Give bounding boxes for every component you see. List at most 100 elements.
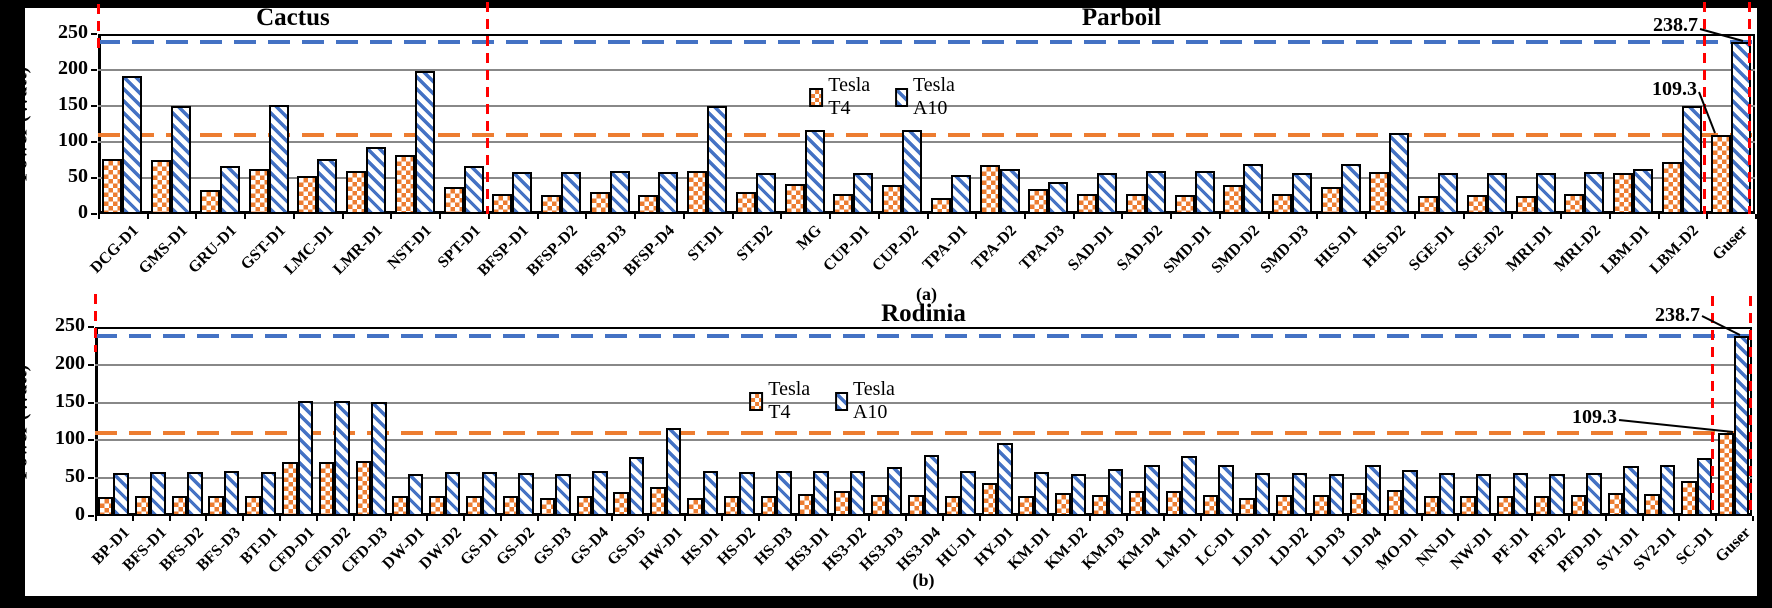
x-tick-mark	[585, 214, 588, 219]
bar-tesla-t4-HW-D1	[650, 487, 666, 516]
bar-tesla-a10-BFSP-D1	[512, 172, 533, 214]
benchmark-section-title: Cactus	[256, 4, 330, 31]
x-tick-mark	[831, 516, 834, 521]
bar-tesla-t4-PF-D1	[1497, 495, 1513, 516]
x-tick-mark	[780, 214, 783, 219]
bar-tesla-a10-TPA-D3	[1048, 182, 1069, 214]
bar-tesla-a10-MRI-D2	[1584, 172, 1605, 214]
bar-tesla-a10-GS-D4	[592, 470, 608, 516]
annotation-238-7: 238.7	[1655, 304, 1700, 326]
legend-label: Tesla A10	[852, 378, 895, 423]
legend-item-tesla-t4: Tesla T4	[749, 378, 815, 424]
t4-checker-swatch	[809, 87, 824, 107]
gridline-150	[98, 105, 1755, 107]
bar-tesla-t4-PF-D2	[1533, 495, 1550, 516]
bar-tesla-t4-CFD-D2	[318, 461, 335, 516]
bar-tesla-t4-GS-D5	[613, 491, 629, 516]
bar-tesla-a10-SGE-D1	[1438, 172, 1459, 214]
bar-tesla-t4-BFS-D3	[208, 495, 224, 516]
x-tick-mark	[487, 214, 490, 219]
bar-tesla-t4-CFD-D1	[282, 462, 298, 516]
bar-tesla-a10-SMD-D1	[1194, 170, 1215, 214]
bar-tesla-a10-HS-D1	[702, 470, 719, 516]
bar-tesla-a10-HW-D1	[665, 427, 682, 516]
x-tick-mark	[682, 214, 685, 219]
x-tick-mark	[877, 214, 880, 219]
x-tick-mark	[292, 214, 295, 219]
y-tick-mark	[88, 439, 94, 442]
bar-tesla-a10-HS-D3	[776, 470, 792, 516]
red-dashed-marker	[1703, 2, 1706, 214]
bar-tesla-t4-CFD-D3	[355, 460, 372, 516]
bar-tesla-a10-KM-D1	[1033, 472, 1050, 516]
bar-tesla-t4-GS-D2	[502, 496, 519, 516]
x-tick-mark	[205, 516, 208, 521]
bar-tesla-t4-BFSP-D1	[492, 193, 513, 214]
bar-tesla-t4-SMD-D1	[1174, 194, 1195, 214]
red-dashed-marker	[94, 294, 97, 352]
bar-tesla-a10-PF-D2	[1549, 474, 1565, 516]
x-tick-mark	[1657, 214, 1660, 219]
bar-tesla-t4-SMD-D2	[1223, 185, 1244, 214]
gridline-100	[98, 141, 1755, 143]
bar-tesla-t4-KM-D4	[1128, 491, 1145, 516]
x-tick-mark	[1511, 214, 1514, 219]
bar-tesla-a10-ST-D2	[755, 172, 776, 214]
gridline-50	[98, 177, 1755, 179]
x-tick-mark	[1608, 214, 1611, 219]
bar-tesla-a10-SV1-D1	[1623, 466, 1639, 516]
gridline-200	[95, 363, 1752, 366]
x-tick-mark	[926, 214, 929, 219]
x-tick-mark	[341, 214, 344, 219]
bar-tesla-a10-GST-D1	[268, 104, 289, 214]
x-tick-mark	[242, 516, 245, 521]
x-tick-mark	[1199, 516, 1202, 521]
bar-tesla-a10-KM-D3	[1107, 469, 1124, 516]
x-tick-mark	[1641, 516, 1644, 521]
bar-tesla-t4-CUP-D1	[833, 193, 854, 214]
bar-tesla-a10-LD-D2	[1291, 472, 1308, 516]
y-tick-mark	[91, 33, 97, 35]
a10-max-power-dashline	[95, 333, 1752, 338]
bar-tesla-a10-KM-D2	[1070, 474, 1087, 516]
bar-tesla-t4-MRI-D2	[1564, 193, 1585, 214]
x-tick-mark	[1015, 516, 1018, 521]
bar-tesla-t4-HIS-D2	[1369, 172, 1390, 214]
x-tick-mark	[829, 214, 832, 219]
x-tick-mark	[1604, 516, 1607, 521]
x-tick-mark	[1494, 516, 1497, 521]
bar-tesla-t4-SMD-D3	[1272, 193, 1292, 214]
x-tick-mark	[98, 214, 100, 219]
x-tick-mark	[1346, 516, 1349, 521]
bar-tesla-t4-SV1-D1	[1607, 492, 1624, 516]
y-tick-label: 200	[55, 351, 85, 374]
bar-tesla-a10-HY-D1	[997, 442, 1013, 516]
red-dashed-marker	[1749, 296, 1752, 516]
bar-tesla-a10-LMR-D1	[366, 147, 387, 214]
bar-tesla-t4-NW-D1	[1460, 495, 1476, 516]
x-tick-mark	[573, 516, 576, 521]
x-tick-mark	[352, 516, 355, 521]
bar-tesla-t4-LD-D1	[1239, 497, 1255, 516]
legend: Tesla T4 Tesla A10	[809, 74, 961, 120]
bar-tesla-t4-LM-D1	[1165, 491, 1182, 516]
x-tick-mark	[500, 516, 503, 521]
annotation-238-7: 238.7	[1653, 14, 1698, 36]
bar-tesla-a10-SAD-D1	[1097, 172, 1118, 214]
bar-tesla-a10-DW-D2	[444, 472, 461, 516]
y-tick-label: 0	[78, 201, 88, 223]
x-tick-mark	[868, 516, 871, 521]
y-tick-mark	[91, 177, 97, 179]
bar-tesla-t4-LBM-D1	[1613, 172, 1634, 214]
x-tick-mark	[426, 516, 429, 521]
bar-tesla-a10-SPT-D1	[463, 166, 484, 214]
legend-item-tesla-a10: Tesla A10	[895, 74, 961, 120]
bar-tesla-a10-ST-D1	[707, 106, 728, 214]
y-tick-label: 50	[65, 465, 85, 488]
y-tick-label: 150	[58, 93, 88, 115]
bar-tesla-t4-SGE-D1	[1418, 196, 1439, 214]
x-tick-mark	[1072, 214, 1075, 219]
bar-tesla-t4-HS3-D2	[834, 491, 850, 516]
bar-tesla-a10-DW-D1	[407, 473, 424, 516]
